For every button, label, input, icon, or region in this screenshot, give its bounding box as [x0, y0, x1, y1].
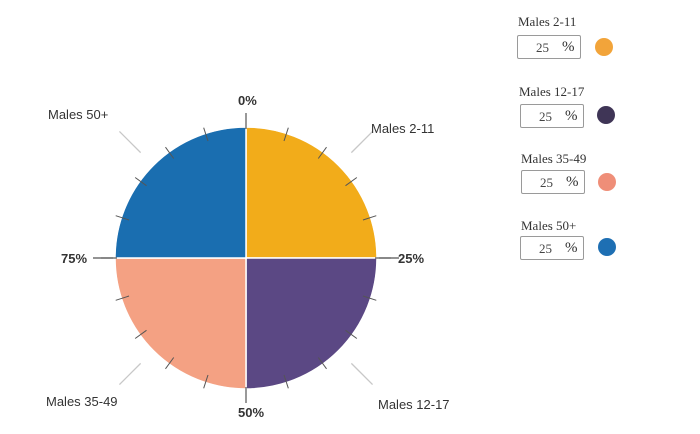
- value-input-males-50-plus[interactable]: 25 %: [520, 236, 584, 260]
- percent-tick: [165, 146, 175, 159]
- percent-tick: [115, 215, 130, 221]
- percent-tick: [115, 295, 130, 301]
- percent-tick: [345, 177, 358, 187]
- percent-tick: [362, 295, 377, 301]
- value-input-males-35-49[interactable]: 25 %: [521, 170, 585, 194]
- color-swatch-purple: [597, 106, 615, 124]
- input-value: 25: [540, 175, 553, 190]
- percent-tick: [317, 357, 327, 370]
- percent-sign: %: [562, 39, 575, 55]
- color-swatch-orange: [595, 38, 613, 56]
- label-guide-line: [118, 362, 142, 386]
- axis-label-top: 0%: [238, 93, 257, 108]
- group-title-males-35-49: Males 35-49: [521, 151, 587, 166]
- axis-label-bottom: 50%: [238, 405, 265, 420]
- group-title-males-2-11: Males 2-11: [518, 14, 577, 29]
- percent-tick: [134, 177, 147, 187]
- percent-tick: [283, 374, 289, 389]
- percent-tick: [165, 357, 175, 370]
- axis-label-right: 25%: [398, 251, 425, 266]
- percent-sign: %: [565, 108, 578, 124]
- label-guide-line: [118, 130, 142, 154]
- percent-tick: [345, 329, 358, 339]
- percent-tick: [362, 215, 377, 221]
- percent-tick: [283, 127, 289, 142]
- percent-tick: [317, 146, 327, 159]
- percent-tick: [134, 329, 147, 339]
- percent-tick: [203, 374, 209, 389]
- input-value: 25: [536, 40, 549, 55]
- value-input-males-12-17[interactable]: 25 %: [520, 104, 584, 128]
- value-input-males-2-11[interactable]: 25 %: [517, 35, 581, 59]
- axis-label-left: 75%: [61, 251, 88, 266]
- slice-label-males-12-17: Males 12-17: [378, 397, 450, 412]
- color-swatch-salmon: [598, 173, 616, 191]
- percent-tick: [203, 127, 209, 142]
- input-value: 25: [539, 241, 552, 256]
- percent-sign: %: [566, 174, 579, 190]
- group-title-males-50-plus: Males 50+: [521, 218, 577, 233]
- label-guide-line: [350, 130, 374, 154]
- slice-label-males-2-11: Males 2-11: [371, 121, 435, 136]
- slice-label-males-35-49: Males 35-49: [46, 394, 118, 409]
- input-value: 25: [539, 109, 552, 124]
- slice-label-males-50-plus: Males 50+: [48, 107, 109, 122]
- label-guide-line: [350, 362, 374, 386]
- percent-sign: %: [565, 240, 578, 256]
- group-title-males-12-17: Males 12-17: [519, 84, 585, 99]
- color-swatch-blue: [598, 238, 616, 256]
